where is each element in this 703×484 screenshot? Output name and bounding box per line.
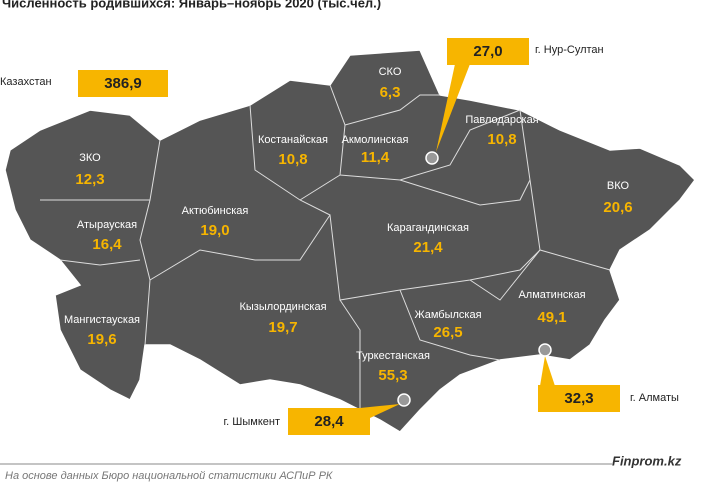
- region-name: Мангистауская: [64, 314, 140, 326]
- city-name: г. Алматы: [630, 392, 679, 404]
- region-name: Акмолинская: [342, 134, 409, 146]
- region-value: 10,8: [278, 151, 307, 168]
- city-box: [538, 385, 620, 412]
- brand: Finprom.kz: [612, 453, 682, 468]
- region-name: Павлодарская: [465, 114, 538, 126]
- city-dot: [397, 393, 411, 407]
- city-value: 27,0: [473, 43, 502, 60]
- region-name: Актюбинская: [182, 205, 249, 217]
- region-value: 19,6: [87, 331, 116, 348]
- region-name: Алматинская: [518, 289, 585, 301]
- city-name: г. Шымкент: [224, 416, 281, 428]
- region-value: 10,8: [487, 131, 516, 148]
- region-value: 20,6: [603, 199, 632, 216]
- kazakhstan-map: [4, 49, 696, 433]
- region-value: 19,7: [268, 319, 297, 336]
- region-value: 11,4: [361, 149, 390, 166]
- city-name: г. Нур-Султан: [535, 44, 604, 56]
- region-name: ЗКО: [79, 152, 101, 164]
- region-value: 49,1: [537, 309, 566, 326]
- city-value: 28,4: [314, 413, 344, 430]
- total-value: 386,9: [104, 75, 142, 92]
- region-name: Жамбылская: [414, 309, 481, 321]
- total-name: Казахстан: [0, 76, 52, 88]
- source: На основе данных Бюро национальной стати…: [5, 470, 333, 482]
- region-name: Атырауская: [77, 219, 137, 231]
- callout-pointer: [540, 356, 555, 386]
- region-value: 6,3: [380, 84, 401, 101]
- city-dot: [425, 151, 439, 165]
- region-name: Костанайская: [258, 134, 328, 146]
- region-name: СКО: [379, 66, 402, 78]
- region-name: ВКО: [607, 180, 630, 192]
- region-value: 12,3: [75, 171, 104, 188]
- region-name: Кызылординская: [239, 301, 326, 313]
- total-box: [78, 70, 168, 97]
- city-dot: [538, 343, 552, 357]
- region-name: Туркестанская: [356, 350, 430, 362]
- title: Численность родившихся: Январь–ноябрь 20…: [2, 0, 381, 10]
- region-value: 16,4: [92, 236, 122, 253]
- region-value: 21,4: [413, 239, 443, 256]
- region-name: Карагандинская: [387, 222, 469, 234]
- city-box: [447, 38, 529, 65]
- region-value: 26,5: [433, 324, 462, 341]
- city-box: [288, 408, 370, 435]
- region-value: 55,3: [378, 367, 407, 384]
- region-value: 19,0: [200, 222, 229, 239]
- callout-pointer: [436, 64, 470, 152]
- city-value: 32,3: [564, 390, 593, 407]
